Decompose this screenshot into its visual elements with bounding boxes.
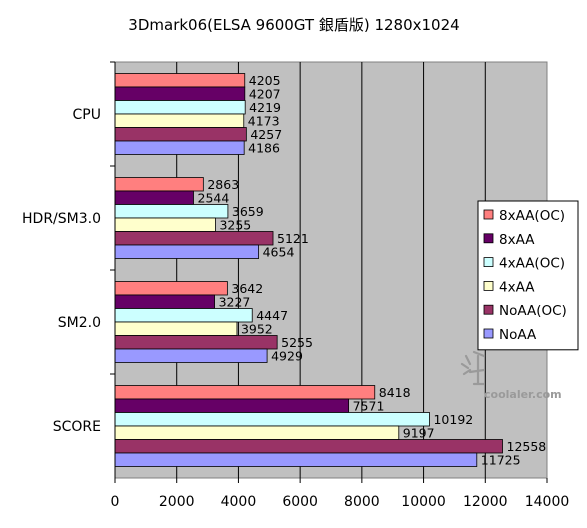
x-tick-label: 12000: [463, 494, 508, 510]
value-label: 3227: [219, 295, 251, 310]
x-tick-label: 6000: [282, 494, 318, 510]
value-label: 7571: [353, 399, 385, 414]
bar: [114, 385, 376, 400]
legend-swatch: [483, 257, 494, 268]
value-label: 4257: [250, 127, 282, 142]
legend: 8xAA(OC) 8xAA 4xAA(OC) 4xAA NoAA(OC) NoAA: [477, 200, 579, 351]
bar: [114, 281, 228, 296]
bar: [114, 86, 246, 101]
x-tick-label: 10000: [401, 494, 446, 510]
bar: [114, 412, 430, 427]
watermark-logo: coolaler.com: [460, 350, 562, 401]
value-label: 11725: [481, 453, 521, 468]
value-label: 8418: [379, 385, 411, 400]
legend-swatch: [483, 233, 494, 244]
bar: [114, 439, 503, 454]
bar: [114, 425, 400, 440]
value-label: 4205: [249, 73, 281, 88]
bar: [114, 231, 274, 246]
bar: [114, 452, 478, 467]
bar: [114, 294, 215, 309]
bar: [114, 321, 238, 336]
legend-label: 4xAA(OC): [499, 256, 565, 272]
legend-label: 8xAA(OC): [499, 208, 565, 224]
value-label: 2544: [198, 191, 230, 206]
legend-box: [477, 200, 579, 351]
value-label: 4447: [256, 308, 288, 323]
legend-label: NoAA(OC): [499, 303, 567, 319]
watermark-text: coolaler.com: [484, 388, 562, 401]
value-label: 12558: [507, 439, 547, 454]
bar: [114, 100, 246, 115]
legend-swatch: [483, 280, 494, 291]
value-label: 4186: [248, 141, 280, 156]
legend-swatch: [483, 209, 494, 220]
bar: [114, 190, 194, 205]
x-tick-label: 4000: [221, 494, 257, 510]
bar: [114, 348, 268, 363]
x-tick-label: 8000: [344, 494, 380, 510]
value-label: 10192: [433, 412, 473, 427]
bar: [114, 335, 278, 350]
x-tick-label: 2000: [159, 494, 195, 510]
value-label: 4929: [271, 349, 303, 364]
category-label: SCORE: [53, 419, 101, 435]
bar: [114, 113, 245, 128]
value-label: 4173: [248, 114, 280, 129]
legend-swatch: [483, 328, 494, 339]
legend-swatch: [483, 304, 494, 315]
bar: [114, 177, 204, 192]
bar: [114, 73, 246, 88]
watermark-glyph: [460, 350, 486, 386]
value-label: 5121: [277, 231, 309, 246]
bars: [114, 73, 503, 467]
legend-label: 8xAA: [499, 232, 535, 248]
bar: [114, 140, 245, 155]
x-tick-label: 0: [111, 494, 120, 510]
bar: [114, 308, 253, 323]
value-label: 3659: [232, 204, 264, 219]
value-label: 3642: [231, 281, 263, 296]
legend-label: NoAA: [499, 327, 537, 343]
value-label: 3952: [241, 322, 273, 337]
axes: 0 2000 4000 6000 8000 10000 12000 14000 CPU HDR/S…: [22, 61, 570, 510]
category-label: CPU: [73, 107, 101, 123]
bar: [114, 204, 229, 219]
value-label: 3255: [219, 218, 251, 233]
value-label: 9197: [403, 426, 435, 441]
value-label: 4207: [249, 87, 281, 102]
value-label: 5255: [281, 335, 313, 350]
bar: [114, 217, 216, 232]
value-label: 4219: [249, 100, 281, 115]
bar: [114, 244, 260, 259]
category-label: SM2.0: [58, 315, 101, 331]
bar: [114, 127, 247, 142]
value-label: 4654: [263, 245, 295, 260]
chart-title: 3Dmark06(ELSA 9600GT 銀盾版) 1280x1024: [128, 16, 459, 34]
legend-label: 4xAA: [499, 279, 535, 295]
value-label: 2863: [207, 177, 239, 192]
category-label: HDR/SM3.0: [22, 211, 101, 227]
bar: [114, 398, 350, 413]
x-tick-label: 14000: [525, 494, 570, 510]
